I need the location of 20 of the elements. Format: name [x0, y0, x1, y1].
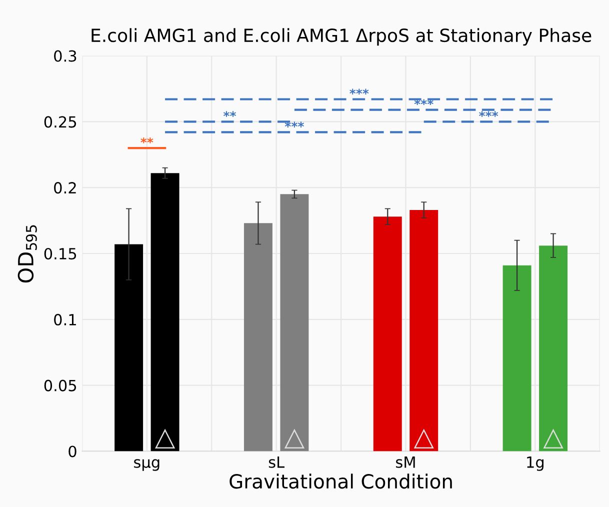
annotation: ** — [140, 137, 154, 144]
y-tick-label: 0.25 — [44, 116, 76, 128]
annotation: *** — [284, 122, 304, 128]
y-tick-label: 0.2 — [54, 182, 76, 194]
annotation: *** — [414, 99, 434, 106]
y-tick-label: 0.1 — [54, 314, 76, 326]
x-tick-label: sL — [268, 456, 284, 468]
x-tick-label: sM — [396, 456, 415, 468]
x-tick-label: sμg — [134, 459, 160, 471]
y-axis-title: OD$_{595}$ — [18, 225, 37, 283]
y-tick-label: 0.3 — [54, 50, 76, 62]
x-axis-title: Gravitational Condition — [230, 474, 452, 489]
y-tick-label: 0.05 — [44, 380, 76, 392]
annotation: *** — [479, 111, 498, 117]
y-tick-label: 0 — [68, 446, 76, 458]
chart-title: E.coli AMG1 and E.coli AMG1 ΔrpoS at Stationary Phase — [92, 28, 592, 46]
annotation: ** — [223, 111, 236, 117]
annotation: *** — [350, 88, 369, 95]
y-tick-label: 0.15 — [44, 248, 76, 260]
x-tick-label: 1g — [527, 456, 544, 471]
